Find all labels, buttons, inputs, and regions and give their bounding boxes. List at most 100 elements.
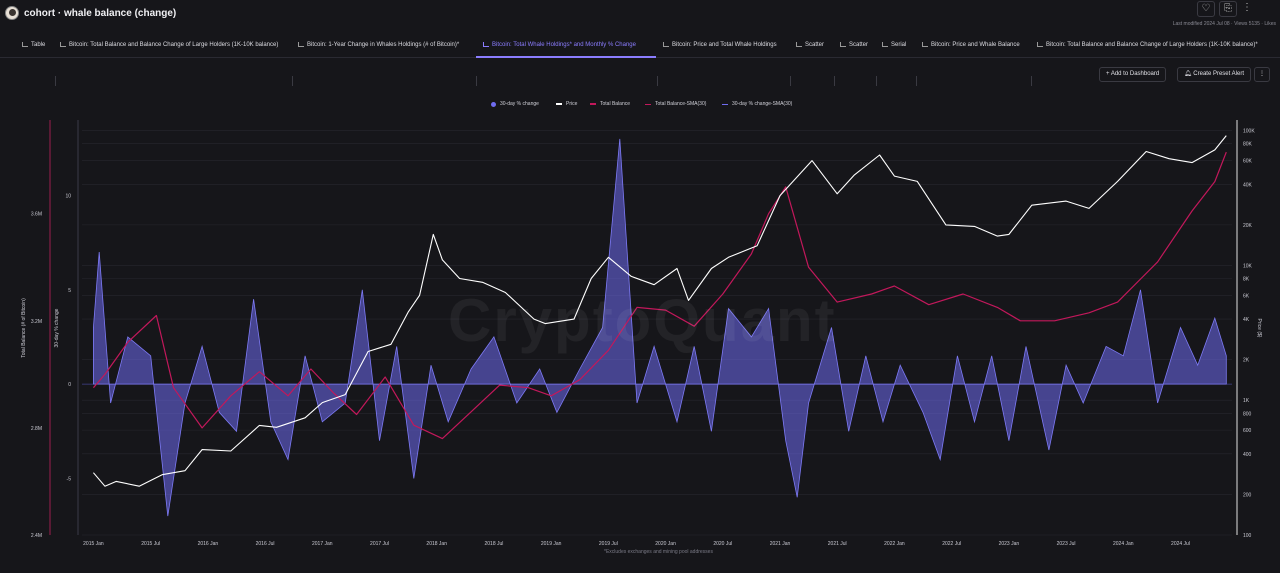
avatar[interactable] <box>5 6 19 20</box>
price-tick-label: 800 <box>1243 411 1252 417</box>
tab-total-whale-holdings[interactable]: Bitcoin: Total Whale Holdings* and Month… <box>483 42 636 48</box>
legend-swatch <box>590 103 596 105</box>
chart-footnote: *Excludes exchanges and mining pool addr… <box>604 549 713 555</box>
tab-separator <box>292 76 293 86</box>
scatter-icon <box>796 42 802 47</box>
bookmark-icon[interactable]: ⎘ <box>1219 1 1237 17</box>
x-tick-label: 2017 Jul <box>370 541 389 547</box>
tab-separator <box>1031 76 1032 86</box>
x-tick-label: 2016 Jan <box>198 541 219 547</box>
total-balance-series <box>92 151 1227 440</box>
chart-icon <box>882 42 888 47</box>
x-tick-label: 2019 Jul <box>599 541 618 547</box>
tab-price-whale-holdings[interactable]: Bitcoin: Price and Total Whale Holdings <box>663 42 777 48</box>
balance-tick-label: 3.2M <box>31 319 42 325</box>
active-tab-underline <box>476 56 656 58</box>
pct-tick-label: 5 <box>68 288 71 294</box>
table-icon <box>22 42 28 47</box>
tab-scatter-2[interactable]: Scatter <box>840 42 868 48</box>
top-bar: cohort · whale balance (change) ♡ ⎘ ⋮ La… <box>0 0 1280 30</box>
page-title: cohort · whale balance (change) <box>24 8 177 19</box>
x-tick-label: 2018 Jul <box>484 541 503 547</box>
x-tick-label: 2021 Jul <box>828 541 847 547</box>
add-to-dashboard-button[interactable]: + Add to Dashboard <box>1099 67 1167 82</box>
price-tick-label: 2K <box>1243 358 1250 364</box>
balance-tick-label: 3.6M <box>31 212 42 218</box>
price-tick-label: 80K <box>1243 142 1253 148</box>
tab-separator <box>476 76 477 86</box>
legend-item-total-balance[interactable]: Total Balance <box>590 101 630 107</box>
balance-axis-label: Total Balance (# of Bitcoin) <box>21 298 27 358</box>
legend-item-pct-change-sma[interactable]: 30-day % change-SMA(30) <box>722 101 792 107</box>
watermark: CryptoQuant <box>448 287 837 354</box>
price-axis-label: Price ($) <box>1256 319 1262 338</box>
price-tick-label: 6K <box>1243 293 1250 299</box>
pct-change-series <box>93 138 1227 517</box>
price-series <box>92 135 1227 487</box>
scatter-icon <box>840 42 846 47</box>
tab-1y-change-whales[interactable]: Bitcoin: 1-Year Change in Whales Holding… <box>298 42 459 48</box>
x-tick-label: 2024 Jan <box>1113 541 1134 547</box>
price-tick-label: 100 <box>1243 533 1252 539</box>
price-tick-label: 10K <box>1243 263 1253 269</box>
axes: Total Balance (# of Bitcoin) 30-day % ch… <box>21 120 1262 535</box>
pct-tick-label: 0 <box>68 382 71 388</box>
price-tick-label: 40K <box>1243 182 1253 188</box>
price-tick-label: 400 <box>1243 452 1252 458</box>
x-tick-label: 2024 Jul <box>1171 541 1190 547</box>
chart-more-button[interactable]: ⋮ <box>1254 67 1270 82</box>
x-tick-label: 2017 Jan <box>312 541 333 547</box>
series-lines <box>92 135 1227 487</box>
pct-tick-label: -5 <box>67 476 72 482</box>
price-tick-label: 8K <box>1243 277 1250 283</box>
x-tick-label: 2016 Jul <box>256 541 275 547</box>
bell-icon: 🔔︎ <box>1184 71 1194 77</box>
chart-legend: 30-day % change Price Total Balance Tota… <box>0 101 1280 111</box>
chart-icon <box>1037 42 1043 47</box>
x-tick-label: 2023 Jan <box>999 541 1020 547</box>
pct-tick-label: 10 <box>65 193 71 199</box>
x-tick-label: 2021 Jan <box>770 541 791 547</box>
modified-meta: Last modified 2024 Jul 08 · Views 5135 ·… <box>1172 21 1276 27</box>
more-icon[interactable]: ⋮ <box>1242 2 1252 13</box>
legend-item-total-balance-sma[interactable]: Total Balance-SMA(30) <box>645 101 706 107</box>
chart-icon <box>483 42 489 47</box>
balance-tick-label: 2.4M <box>31 533 42 539</box>
price-tick-label: 4K <box>1243 317 1250 323</box>
legend-swatch <box>722 103 728 105</box>
x-tick-label: 2020 Jul <box>713 541 732 547</box>
tab-separator <box>790 76 791 86</box>
legend-swatch <box>556 103 562 105</box>
balance-tick-label: 2.8M <box>31 426 42 432</box>
legend-item-pct-change[interactable]: 30-day % change <box>491 101 539 107</box>
x-tick-label: 2022 Jan <box>884 541 905 547</box>
tab-serial[interactable]: Serial <box>882 42 906 48</box>
pct-axis-label: 30-day % change <box>54 308 60 347</box>
x-tick-label: 2015 Jan <box>83 541 104 547</box>
plus-icon: + <box>1106 71 1111 77</box>
x-tick-label: 2022 Jul <box>942 541 961 547</box>
chart-icon <box>60 42 66 47</box>
tick-labels: 1002004006008001K2K4K6K8K10K20K40K60K80K… <box>31 129 1255 547</box>
tab-table[interactable]: Table <box>22 42 45 48</box>
tab-total-balance-large-holders-2[interactable]: Bitcoin: Total Balance and Balance Chang… <box>1037 42 1258 48</box>
legend-swatch <box>645 103 651 105</box>
tab-scatter-1[interactable]: Scatter <box>796 42 824 48</box>
tab-separator <box>876 76 877 86</box>
legend-item-price[interactable]: Price <box>556 101 577 107</box>
heart-icon[interactable]: ♡ <box>1197 1 1215 17</box>
price-tick-label: 100K <box>1243 129 1255 135</box>
tab-separator <box>657 76 658 86</box>
price-tick-label: 60K <box>1243 159 1253 165</box>
tab-price-whale-balance[interactable]: Bitcoin: Price and Whale Balance <box>922 42 1020 48</box>
x-tick-label: 2023 Jul <box>1057 541 1076 547</box>
chart-icon <box>298 42 304 47</box>
chart-icon <box>663 42 669 47</box>
x-tick-label: 2018 Jan <box>426 541 447 547</box>
tab-total-balance-large-holders[interactable]: Bitcoin: Total Balance and Balance Chang… <box>60 42 278 48</box>
legend-dot <box>491 101 496 107</box>
price-tick-label: 20K <box>1243 223 1253 229</box>
create-preset-alert-button[interactable]: 🔔︎ Create Preset Alert <box>1177 67 1251 82</box>
pct-change-area <box>93 138 1227 517</box>
